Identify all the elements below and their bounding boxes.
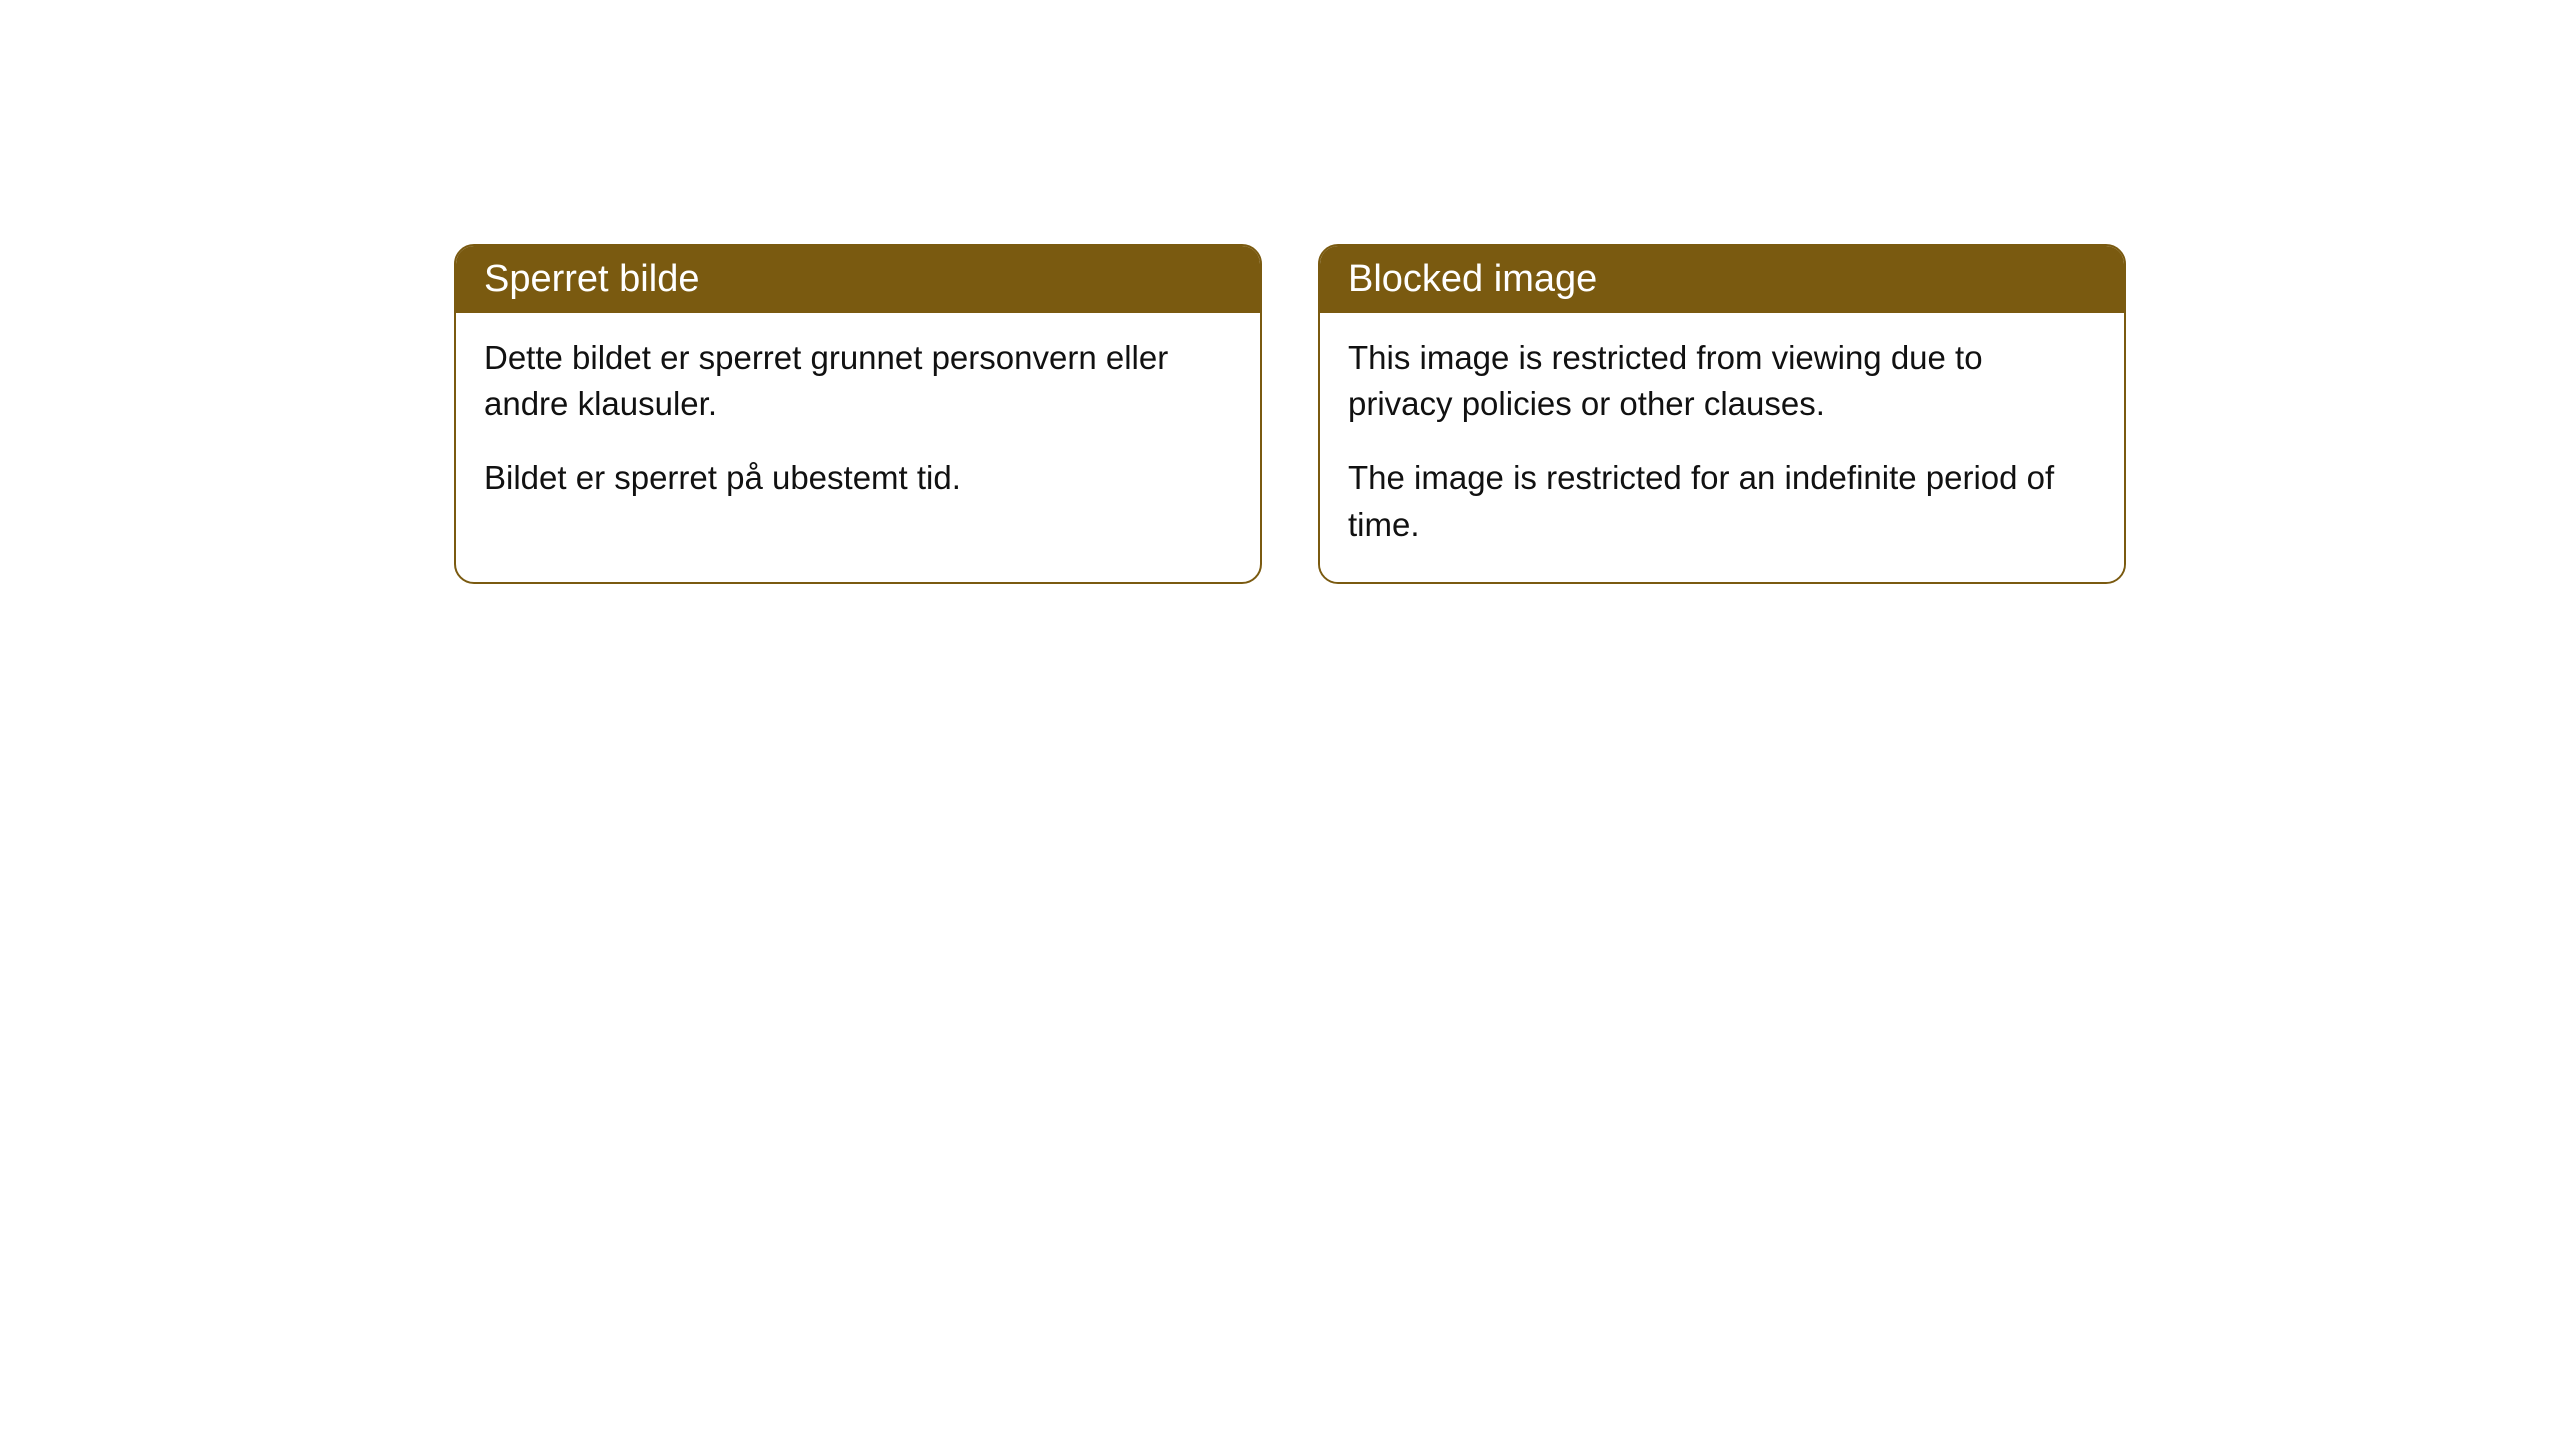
notice-card-english: Blocked image This image is restricted f… <box>1318 244 2126 584</box>
card-header: Blocked image <box>1320 246 2124 313</box>
card-paragraph: Dette bildet er sperret grunnet personve… <box>484 335 1232 427</box>
card-body: This image is restricted from viewing du… <box>1320 313 2124 582</box>
card-paragraph: The image is restricted for an indefinit… <box>1348 455 2096 547</box>
card-title: Blocked image <box>1348 258 1597 300</box>
notice-cards-container: Sperret bilde Dette bildet er sperret gr… <box>454 244 2126 584</box>
card-body: Dette bildet er sperret grunnet personve… <box>456 313 1260 536</box>
card-paragraph: This image is restricted from viewing du… <box>1348 335 2096 427</box>
notice-card-norwegian: Sperret bilde Dette bildet er sperret gr… <box>454 244 1262 584</box>
card-paragraph: Bildet er sperret på ubestemt tid. <box>484 455 1232 501</box>
card-title: Sperret bilde <box>484 258 699 300</box>
card-header: Sperret bilde <box>456 246 1260 313</box>
